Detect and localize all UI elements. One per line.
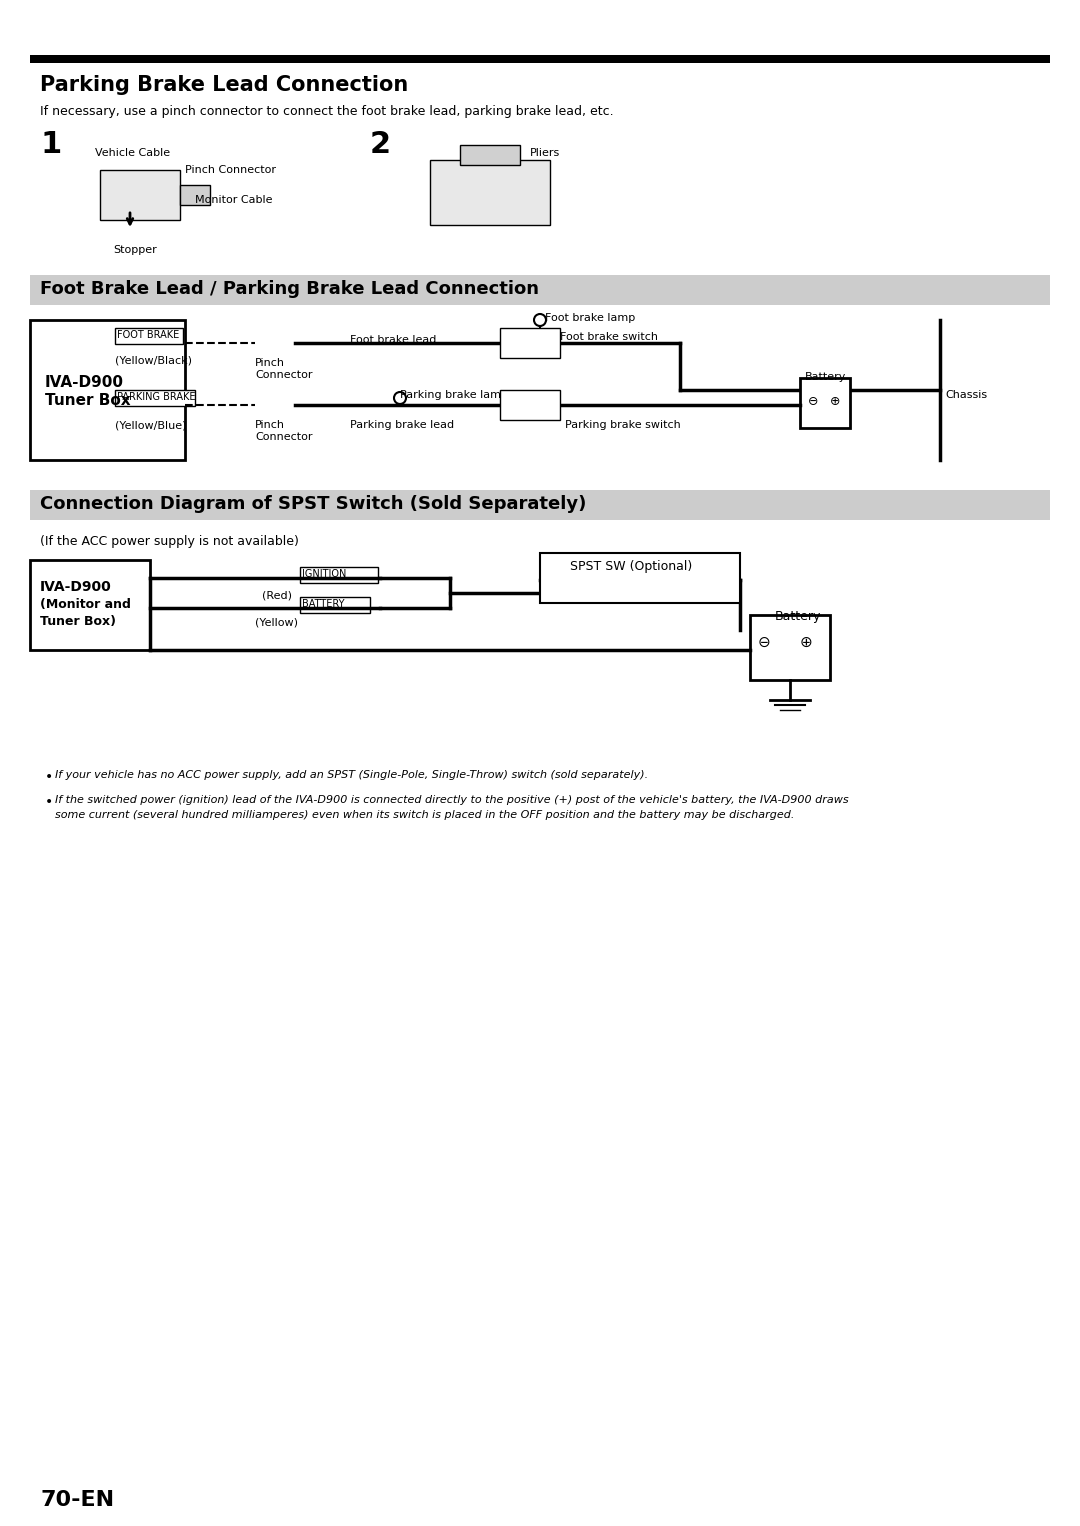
Text: Connector: Connector: [255, 432, 312, 443]
Text: Chassis: Chassis: [945, 391, 987, 400]
Text: Battery: Battery: [805, 372, 847, 382]
Text: SPST SW (Optional): SPST SW (Optional): [570, 560, 692, 572]
Text: ⊕: ⊕: [800, 635, 813, 650]
Text: (If the ACC power supply is not available): (If the ACC power supply is not availabl…: [40, 536, 299, 548]
Text: some current (several hundred milliamperes) even when its switch is placed in th: some current (several hundred milliamper…: [55, 810, 795, 819]
Text: Pinch Connector: Pinch Connector: [185, 165, 276, 175]
Bar: [750, 615, 831, 681]
Bar: [100, 169, 180, 220]
Text: Parking brake switch: Parking brake switch: [565, 420, 680, 430]
Text: Connector: Connector: [255, 369, 312, 380]
Text: Foot brake switch: Foot brake switch: [561, 333, 658, 342]
Bar: [30, 320, 185, 459]
Text: IVA-D900: IVA-D900: [45, 375, 124, 391]
Bar: [430, 160, 550, 224]
Text: Parking brake lead: Parking brake lead: [350, 420, 454, 430]
Text: Foot Brake Lead / Parking Brake Lead Connection: Foot Brake Lead / Parking Brake Lead Con…: [40, 279, 539, 298]
Text: (Yellow/Black): (Yellow/Black): [114, 356, 192, 365]
Bar: [114, 391, 195, 406]
Text: IVA-D900: IVA-D900: [40, 580, 111, 594]
Bar: [30, 55, 1050, 63]
Text: Tuner Box: Tuner Box: [45, 394, 131, 407]
Bar: [30, 560, 150, 650]
Text: If necessary, use a pinch connector to connect the foot brake lead, parking brak: If necessary, use a pinch connector to c…: [40, 105, 613, 118]
Text: •: •: [45, 795, 53, 809]
Bar: [800, 378, 850, 427]
Bar: [30, 490, 1050, 520]
Text: IGNITION: IGNITION: [302, 569, 347, 578]
Text: Parking brake lamp: Parking brake lamp: [400, 391, 508, 400]
Text: •: •: [45, 771, 53, 784]
Text: If your vehicle has no ACC power supply, add an SPST (Single-Pole, Single-Throw): If your vehicle has no ACC power supply,…: [55, 771, 648, 780]
Text: Foot brake lead: Foot brake lead: [350, 336, 436, 345]
Text: (Yellow): (Yellow): [255, 617, 298, 627]
Bar: [500, 328, 561, 359]
Text: Monitor Cable: Monitor Cable: [195, 195, 272, 204]
Bar: [460, 145, 519, 165]
Text: Pliers: Pliers: [530, 148, 561, 159]
Text: ⊕: ⊕: [831, 395, 840, 407]
Text: 70-EN: 70-EN: [40, 1489, 114, 1511]
Bar: [500, 391, 561, 420]
Text: Stopper: Stopper: [113, 246, 157, 255]
Text: (Monitor and: (Monitor and: [40, 598, 131, 610]
Text: BATTERY: BATTERY: [302, 600, 345, 609]
Text: Foot brake lamp: Foot brake lamp: [545, 313, 635, 324]
Text: PARKING BRAKE: PARKING BRAKE: [117, 392, 195, 401]
Text: (Red): (Red): [262, 591, 292, 600]
Text: Pinch: Pinch: [255, 359, 285, 368]
Bar: [300, 568, 378, 583]
Bar: [180, 185, 210, 204]
Bar: [300, 597, 370, 613]
Text: ⊖: ⊖: [758, 635, 771, 650]
Bar: [114, 328, 183, 343]
Text: ⊖: ⊖: [808, 395, 819, 407]
Text: (Yellow/Blue): (Yellow/Blue): [114, 420, 187, 430]
Text: Connection Diagram of SPST Switch (Sold Separately): Connection Diagram of SPST Switch (Sold …: [40, 494, 586, 513]
Bar: [30, 275, 1050, 305]
Text: Battery: Battery: [775, 610, 822, 623]
Text: Parking Brake Lead Connection: Parking Brake Lead Connection: [40, 75, 408, 95]
Text: FOOT BRAKE: FOOT BRAKE: [117, 330, 179, 340]
Text: Pinch: Pinch: [255, 420, 285, 430]
Text: Tuner Box): Tuner Box): [40, 615, 116, 629]
Text: 1: 1: [40, 130, 62, 159]
Text: If the switched power (ignition) lead of the IVA-D900 is connected directly to t: If the switched power (ignition) lead of…: [55, 795, 849, 806]
Text: Vehicle Cable: Vehicle Cable: [95, 148, 171, 159]
Bar: [540, 552, 740, 603]
Text: 2: 2: [370, 130, 391, 159]
